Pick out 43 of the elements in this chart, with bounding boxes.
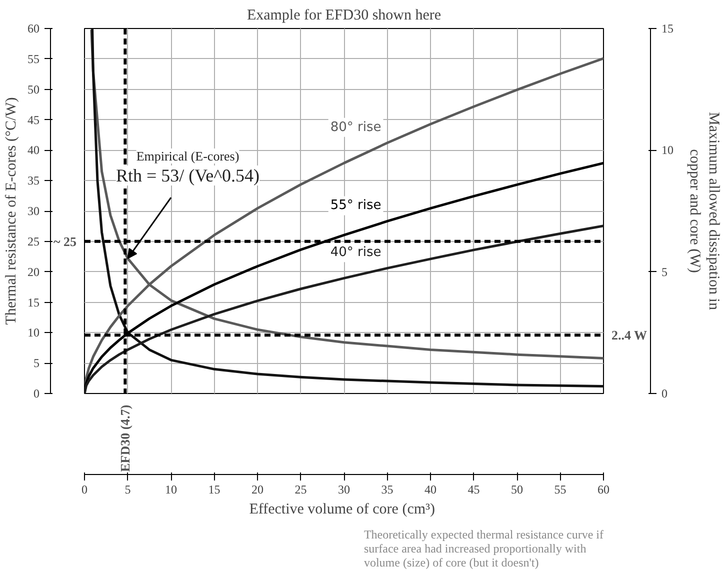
y-tick-label: 10 xyxy=(28,326,40,340)
x-tick-label: 50 xyxy=(511,482,523,496)
ref-line-label: EFD30 (4.7) xyxy=(118,404,133,472)
x-tick-label: 35 xyxy=(381,482,394,496)
x-tick-label: 5 xyxy=(124,482,131,496)
x-tick-label: 60 xyxy=(598,482,610,496)
y2-axis-title: Maximum allowed dissipation in copper and core (W) xyxy=(686,112,722,310)
ref-line-label: 2..4 W xyxy=(612,328,648,343)
y-tick-label: 45 xyxy=(28,112,40,127)
y-axis-title: Thermal resistance of E-cores (°C/W) xyxy=(4,97,20,325)
y-tick-label: 5 xyxy=(34,356,40,370)
annotation: Empirical (E-cores) Rth = 53/ (Ve^0.54) xyxy=(116,148,260,186)
x-tick-label: 15 xyxy=(208,482,220,496)
x-tick-label: 20 xyxy=(252,482,264,496)
x-tick-label: 40 xyxy=(424,482,436,496)
series-label: 40° rise xyxy=(330,245,382,260)
line-series xyxy=(84,224,604,394)
y-tick-label: 20 xyxy=(28,264,40,279)
y2-tick-label: 5 xyxy=(662,264,668,279)
x-tick-label: 0 xyxy=(82,482,88,496)
y-tick-label: 0 xyxy=(34,386,40,400)
y2-tick-label: 15 xyxy=(662,22,674,36)
x-tick-label: 10 xyxy=(165,482,177,496)
ref-line-label: ~ 25 xyxy=(53,234,77,249)
x-tick-label: 45 xyxy=(468,482,480,496)
y-tick-label: 55 xyxy=(28,52,40,66)
y-tick-label: 40 xyxy=(28,143,40,158)
y2-tick-label: 10 xyxy=(662,143,674,158)
x-tick-label: 55 xyxy=(554,482,566,496)
text: Theoretically expected thermal resistance curve if surface area had increased proportionally with volume (size) of core (but it doesn't) xyxy=(364,528,604,570)
y-tick-label: 60 xyxy=(28,22,40,36)
y-tick-label: 35 xyxy=(28,174,40,188)
series-label: 55° rise xyxy=(330,198,382,214)
y-tick-label: 30 xyxy=(28,204,40,218)
chart-title: Example for EFD30 shown here xyxy=(246,8,442,24)
x-axis-title: Effective volume of core (cm³) xyxy=(249,502,436,518)
y-tick-label: 50 xyxy=(28,82,40,96)
y-tick-label: 15 xyxy=(28,295,40,310)
y2-tick-label: 0 xyxy=(662,386,668,400)
series-label: 80° rise xyxy=(330,120,382,135)
y-tick-label: 25 xyxy=(28,234,40,248)
x-tick-label: 30 xyxy=(338,482,350,496)
x-tick-label: 25 xyxy=(294,482,307,496)
